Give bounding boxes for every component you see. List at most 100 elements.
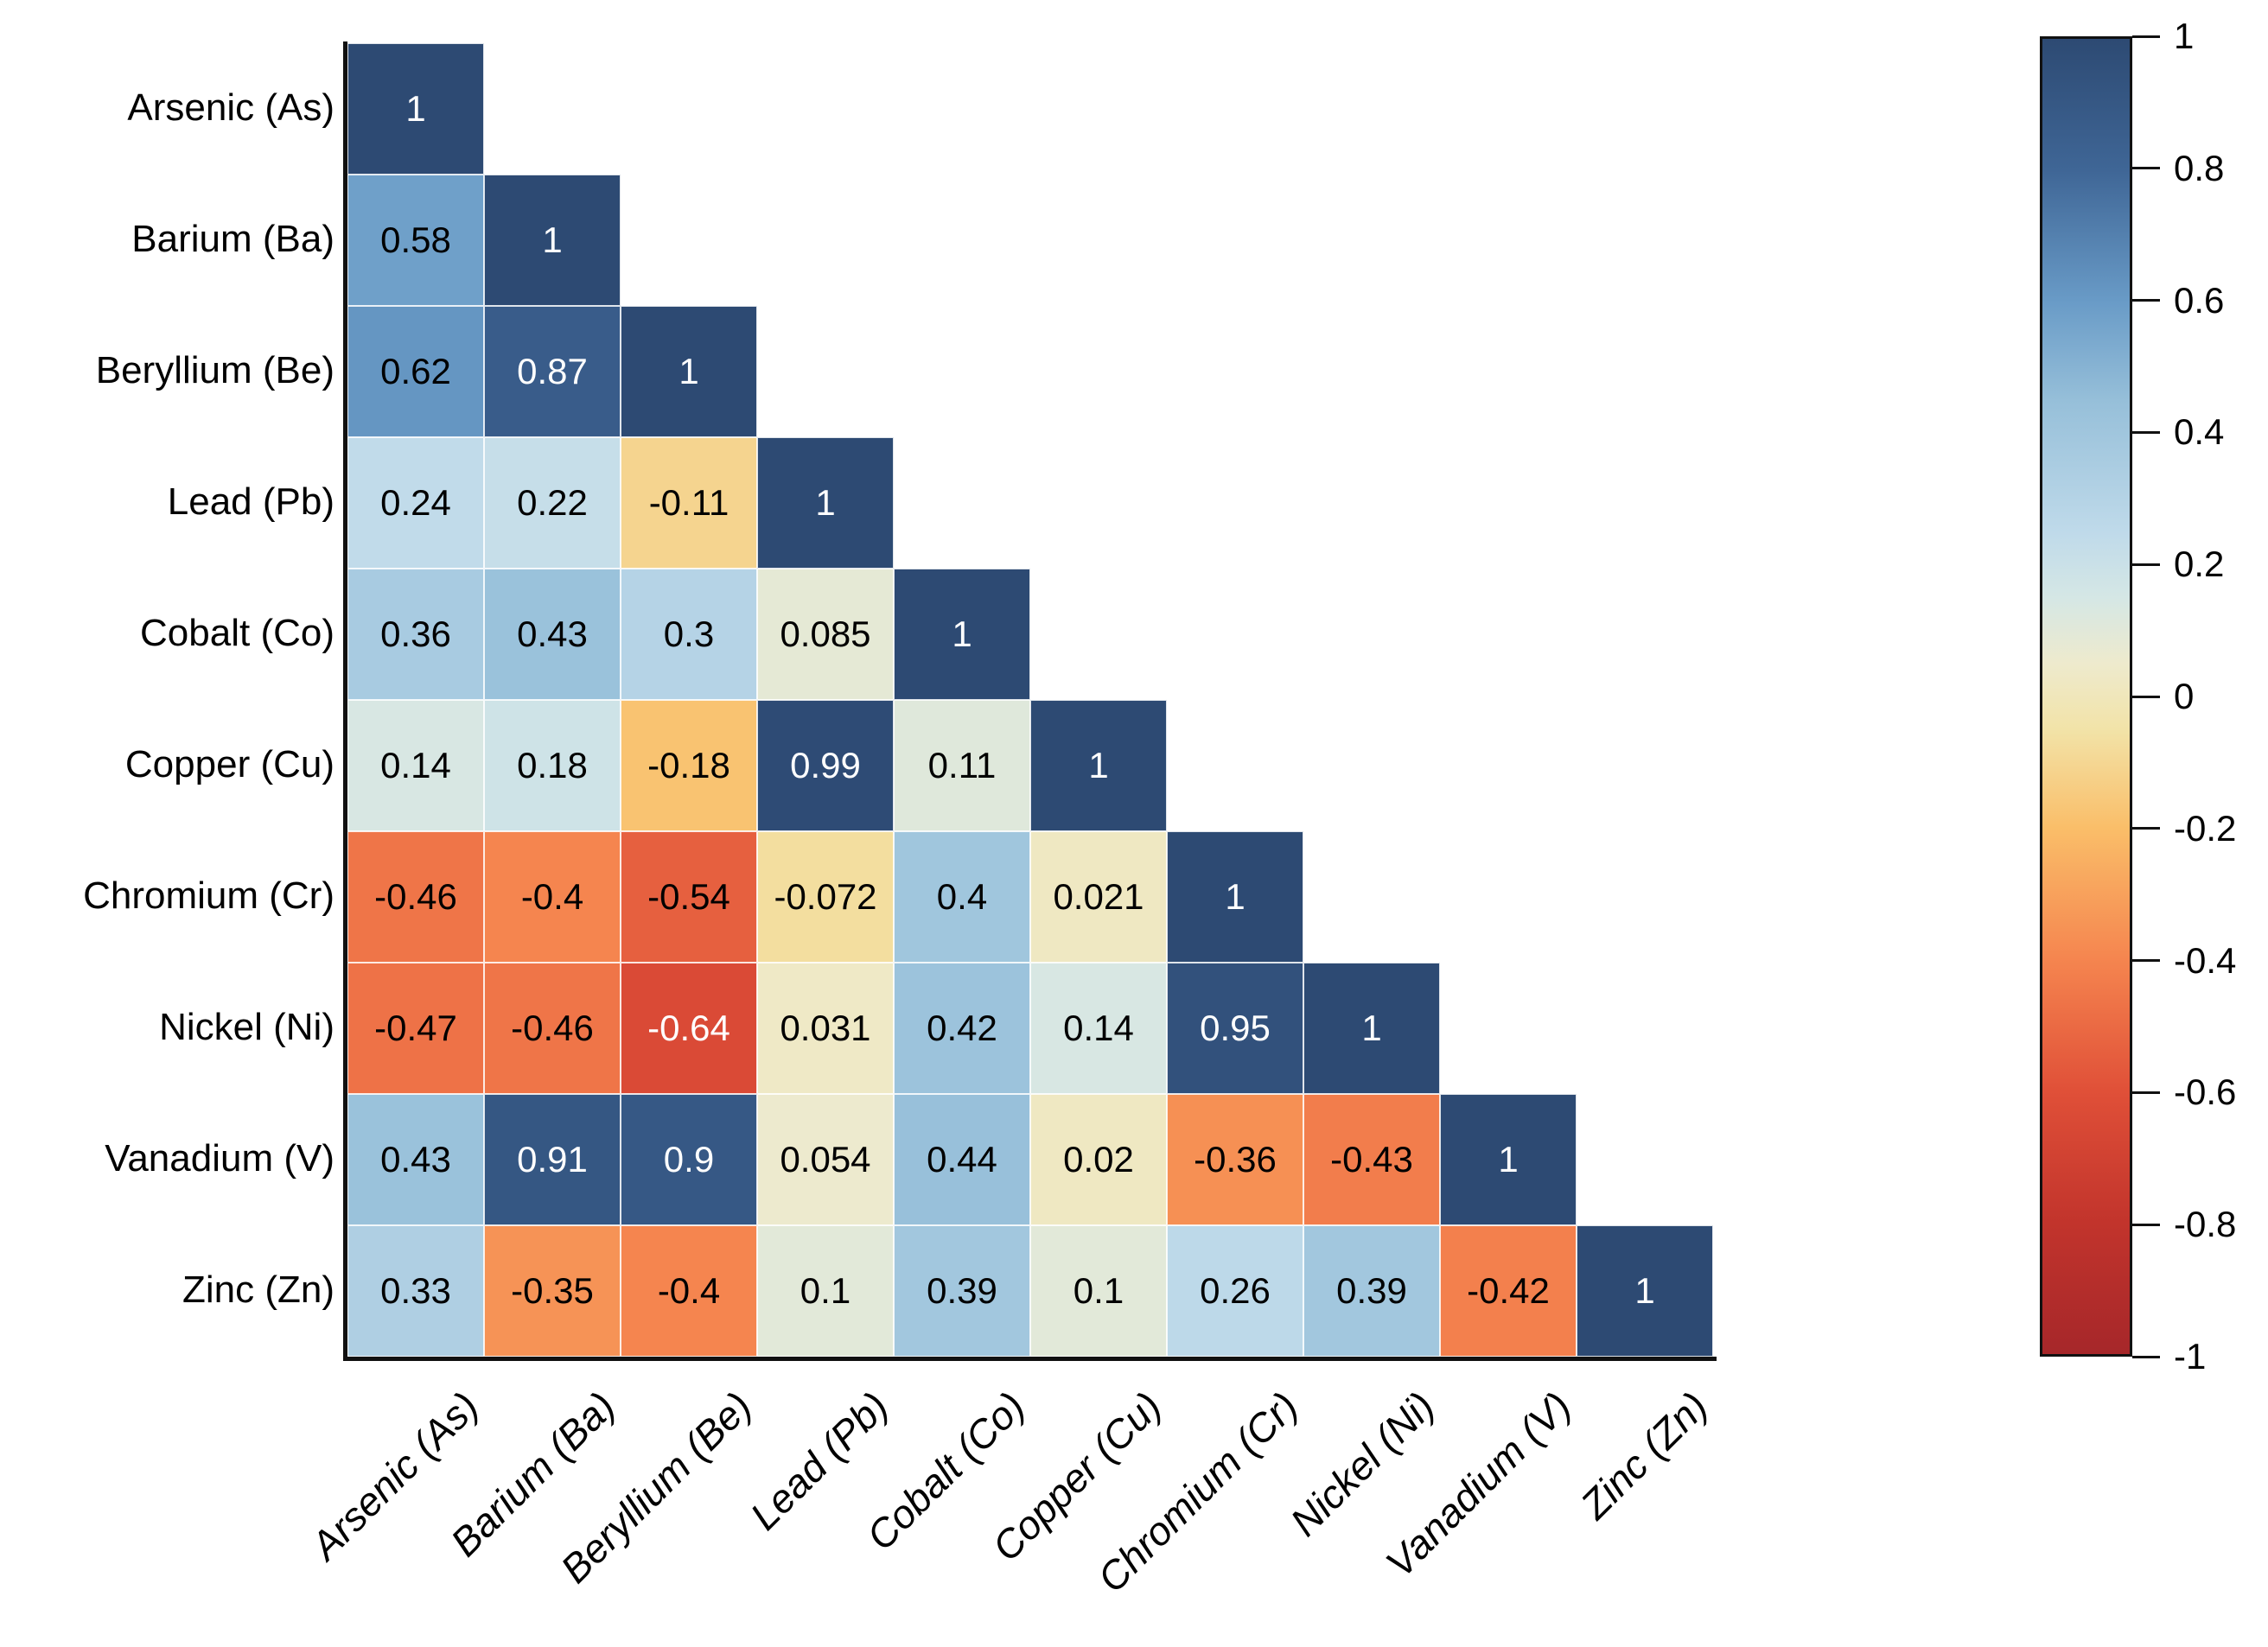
cell-value: -0.4	[520, 876, 584, 917]
cell-value: 0.91	[517, 1139, 588, 1180]
matrix-cell: -0.43	[1303, 1094, 1440, 1225]
cell-value: 0.021	[1053, 876, 1144, 917]
matrix-cell: 0.87	[484, 306, 621, 437]
cell-value: 0.43	[380, 1139, 451, 1180]
cell-value: -0.35	[511, 1270, 594, 1311]
cell-value: 1	[405, 88, 426, 129]
x-axis-label: Zinc (Zn)	[1571, 1383, 1717, 1528]
matrix-cell: 0.054	[757, 1094, 894, 1225]
cell-value: 1	[815, 482, 836, 523]
cell-value: -0.47	[374, 1008, 457, 1048]
matrix-cell: 0.1	[757, 1225, 894, 1357]
matrix-cell: 1	[621, 306, 757, 437]
matrix-cell: -0.42	[1440, 1225, 1577, 1357]
y-axis-label: Nickel (Ni)	[159, 1006, 334, 1048]
colorbar-tick-label: 0.4	[2174, 411, 2225, 453]
cell-value: 0.02	[1063, 1139, 1134, 1180]
cell-value: -0.36	[1194, 1139, 1277, 1180]
colorbar-tick-label: 0	[2174, 676, 2195, 716]
matrix-cell: 0.18	[484, 700, 621, 831]
cell-value: 0.9	[663, 1139, 715, 1180]
colorbar-tick-label: -0.4	[2174, 939, 2237, 981]
cell-value: -0.4	[657, 1270, 721, 1311]
matrix-cell: -0.46	[347, 831, 484, 963]
cell-value: -0.46	[374, 876, 457, 917]
cell-value: 0.58	[380, 219, 451, 260]
cell-value: 0.3	[663, 614, 715, 654]
cell-value: 0.1	[800, 1270, 851, 1311]
matrix-cell: 0.39	[1303, 1225, 1440, 1357]
matrix-cell: -0.46	[484, 963, 621, 1094]
matrix-cell: 0.14	[347, 700, 484, 831]
cell-value: 0.22	[517, 482, 588, 523]
colorbar-tick	[2132, 299, 2160, 302]
cell-value: 0.39	[1336, 1270, 1407, 1311]
cell-value: 0.4	[936, 876, 988, 917]
colorbar-tick-label: 0.6	[2174, 279, 2225, 321]
matrix-cell: 0.58	[347, 175, 484, 306]
cell-value: 1	[1088, 745, 1109, 785]
y-axis-label: Beryllium (Be)	[95, 349, 334, 391]
cell-value: -0.43	[1330, 1139, 1413, 1180]
cell-value: 0.99	[790, 745, 861, 785]
cell-value: 0.33	[380, 1270, 451, 1311]
colorbar-gradient	[2040, 36, 2132, 1357]
colorbar-tick-label: -0.2	[2174, 807, 2237, 849]
cell-value: 0.87	[517, 351, 588, 391]
cell-value: -0.64	[647, 1008, 730, 1048]
matrix-cell: -0.47	[347, 963, 484, 1094]
cell-value: 0.42	[927, 1008, 997, 1048]
matrix-cell: 0.031	[757, 963, 894, 1094]
matrix-cell: 1	[347, 43, 484, 175]
matrix-cell: 0.62	[347, 306, 484, 437]
cell-value: 0.1	[1073, 1270, 1124, 1311]
y-axis-label: Lead (Pb)	[167, 480, 334, 523]
matrix-cell: 0.14	[1030, 963, 1167, 1094]
cell-value: -0.54	[647, 876, 730, 917]
cell-value: 0.085	[780, 614, 871, 654]
matrix-cell: 0.91	[484, 1094, 621, 1225]
matrix-cell: 0.021	[1030, 831, 1167, 963]
cell-value: 0.14	[1063, 1008, 1134, 1048]
matrix-cell: 0.24	[347, 437, 484, 569]
matrix-cell: -0.64	[621, 963, 757, 1094]
cell-value: 1	[952, 614, 972, 654]
matrix-cell: 0.95	[1167, 963, 1303, 1094]
cell-value: 1	[678, 351, 699, 391]
cell-value: 0.95	[1200, 1008, 1271, 1048]
matrix-cell: 1	[484, 175, 621, 306]
matrix-cell: 1	[1167, 831, 1303, 963]
colorbar-tick-label: -1	[2174, 1336, 2207, 1377]
matrix-cell: 0.43	[484, 569, 621, 700]
matrix-cell: 0.1	[1030, 1225, 1167, 1357]
matrix-cell: -0.18	[621, 700, 757, 831]
y-axis-label: Cobalt (Co)	[140, 612, 334, 654]
matrix-cell: 0.4	[894, 831, 1030, 963]
colorbar-tick	[2132, 563, 2160, 566]
colorbar-tick	[2132, 1356, 2160, 1358]
matrix-cell: -0.11	[621, 437, 757, 569]
colorbar-tick-label: -0.8	[2174, 1204, 2237, 1245]
matrix-cell: 0.33	[347, 1225, 484, 1357]
cell-value: 1	[1634, 1270, 1655, 1311]
colorbar-tick	[2132, 696, 2160, 698]
matrix-cell: 0.99	[757, 700, 894, 831]
matrix-cell: -0.54	[621, 831, 757, 963]
matrix-cell: 0.085	[757, 569, 894, 700]
y-axis-label: Barium (Ba)	[131, 218, 334, 260]
cell-value: -0.072	[774, 876, 877, 917]
matrix-cell: 0.3	[621, 569, 757, 700]
matrix-cell: 1	[757, 437, 894, 569]
cell-value: 0.054	[780, 1139, 871, 1180]
cell-value: -0.11	[648, 482, 729, 523]
matrix-cell: 0.02	[1030, 1094, 1167, 1225]
matrix-cell: 0.43	[347, 1094, 484, 1225]
colorbar-tick-label: 0.8	[2174, 147, 2225, 188]
cell-value: 0.24	[380, 482, 451, 523]
colorbar-tick-label: 0.2	[2174, 544, 2225, 585]
colorbar-tick-label: 1	[2174, 16, 2195, 56]
cell-value: 0.14	[380, 745, 451, 785]
cell-value: 0.62	[380, 351, 451, 391]
matrix-cell: 1	[1030, 700, 1167, 831]
